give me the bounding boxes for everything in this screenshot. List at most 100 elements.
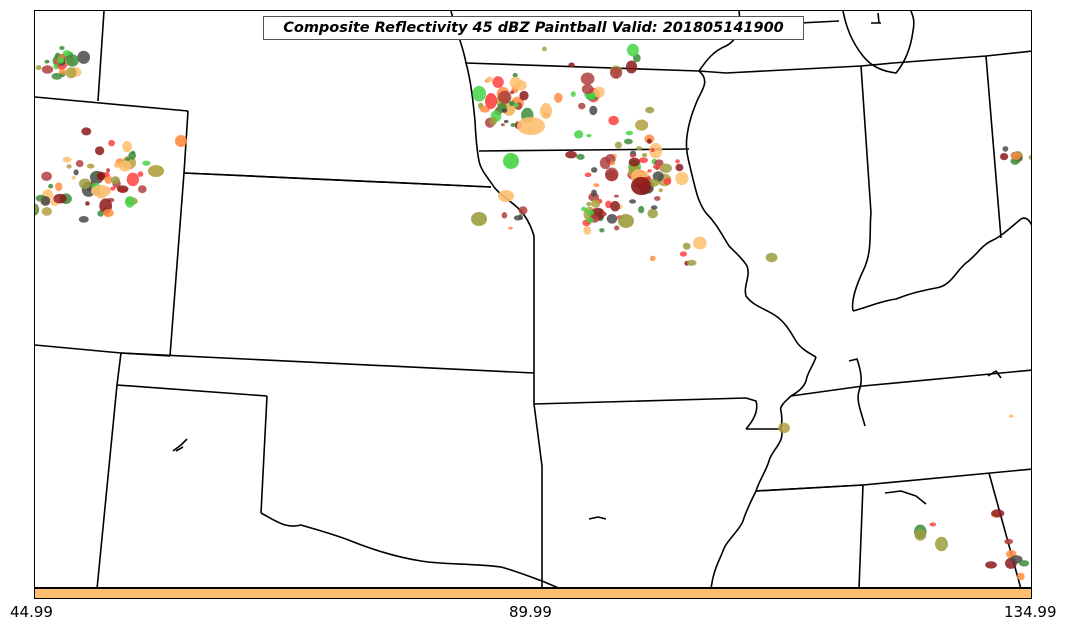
reflectivity-cell: [650, 147, 655, 153]
reflectivity-cell: [53, 197, 61, 203]
boundary-al-ga: [988, 472, 1022, 587]
boundary-mt-wy: [35, 96, 189, 112]
reflectivity-cell: [509, 100, 515, 107]
reflectivity-cell: [78, 216, 89, 223]
reflectivity-cell: [78, 178, 92, 190]
reflectivity-cell: [62, 50, 72, 57]
boundary-il-in: [851, 65, 872, 312]
boundary-wi-il: [698, 65, 862, 74]
boundary-ks-north: [183, 172, 492, 188]
reflectivity-cell: [692, 236, 707, 250]
reflectivity-cell: [929, 522, 937, 527]
reflectivity-cell: [608, 115, 619, 126]
reflectivity-cell: [106, 168, 111, 173]
reflectivity-cell: [778, 422, 790, 434]
reflectivity-cell: [631, 177, 651, 195]
boundary-mn-ia: [465, 62, 700, 72]
reflectivity-cell: [641, 153, 648, 158]
reflectivity-cell: [1016, 572, 1025, 581]
reflectivity-cell: [652, 171, 664, 182]
reflectivity-cell: [1010, 152, 1022, 160]
reflectivity-cell: [509, 76, 522, 89]
reflectivity-cell: [610, 200, 620, 212]
reflectivity-cell: [675, 163, 684, 172]
reflectivity-cell: [614, 194, 619, 198]
reflectivity-cell: [638, 157, 649, 164]
reflectivity-cell: [586, 201, 592, 207]
reflectivity-cell: [500, 123, 505, 127]
reflectivity-cell: [586, 209, 595, 216]
reflectivity-cell: [914, 529, 927, 541]
map-title: Composite Reflectivity 45 dBZ Paintball …: [263, 16, 804, 40]
reflectivity-cell: [565, 150, 577, 159]
reflectivity-cell: [650, 255, 656, 262]
reflectivity-cell: [647, 208, 658, 219]
reflectivity-cell: [1028, 155, 1031, 160]
boundary-mo-ar: [533, 397, 758, 430]
reflectivity-paintball: [35, 43, 1031, 581]
reflectivity-cell: [599, 228, 605, 233]
reflectivity-cell: [116, 185, 129, 193]
reflectivity-cell: [59, 46, 65, 50]
reflectivity-cell: [647, 169, 652, 173]
boundary-id-mt: [97, 11, 105, 102]
boundary-ms-river-mid: [779, 356, 817, 430]
reflectivity-cell: [1000, 153, 1009, 161]
reflectivity-cell: [41, 65, 54, 74]
map-panel: [34, 10, 1032, 588]
colorbar-tick-label: 134.99: [1004, 603, 1057, 621]
reflectivity-cell: [1002, 146, 1009, 152]
reflectivity-cell: [142, 160, 151, 166]
reflectivity-cell: [591, 189, 597, 197]
reflectivity-cell: [765, 252, 778, 263]
boundary-ohio-river: [852, 217, 1031, 312]
reflectivity-cell: [62, 156, 72, 163]
reflectivity-cell: [503, 153, 519, 169]
reflectivity-cell: [66, 54, 79, 67]
reflectivity-cell: [991, 509, 1005, 518]
reflectivity-cell: [501, 108, 508, 113]
boundary-in-oh: [985, 55, 1002, 239]
reflectivity-cell: [554, 92, 563, 103]
reflectivity-cell: [626, 43, 639, 57]
boundary-ok-east: [533, 373, 543, 587]
reflectivity-cell: [540, 103, 552, 119]
lake-alabama-1: [884, 490, 927, 505]
reflectivity-cell: [66, 164, 72, 169]
reflectivity-cell: [108, 139, 115, 147]
reflectivity-cell: [630, 154, 635, 158]
reflectivity-cell: [175, 135, 187, 147]
reflectivity-cell: [75, 160, 84, 168]
boundary-co-south: [120, 352, 535, 374]
reflectivity-cell: [1008, 414, 1014, 418]
reflectivity-cell: [35, 205, 39, 212]
reflectivity-cell: [486, 76, 493, 83]
reflectivity-cell: [85, 201, 90, 206]
reflectivity-cell: [591, 199, 601, 208]
reflectivity-cell: [517, 117, 545, 135]
lake-texas-1: [588, 516, 607, 520]
reflectivity-cell: [636, 146, 643, 151]
reflectivity-cell: [658, 188, 663, 193]
reflectivity-cell: [472, 85, 487, 102]
reflectivity-cell: [48, 183, 54, 189]
reflectivity-cell: [1019, 560, 1030, 567]
boundary-mi-in: [860, 50, 1031, 67]
reflectivity-cell: [471, 212, 487, 226]
reflectivity-cell: [501, 212, 508, 219]
reflectivity-cell: [118, 160, 132, 172]
reflectivity-cell: [71, 175, 76, 180]
reflectivity-cell: [663, 177, 672, 185]
reflectivity-cell: [97, 210, 104, 217]
reflectivity-cell: [73, 169, 79, 176]
boundary-nm-east: [260, 395, 268, 514]
reflectivity-cell: [95, 146, 105, 156]
reflectivity-cell: [51, 72, 63, 80]
reflectivity-cell: [628, 157, 640, 167]
reflectivity-cell: [148, 165, 164, 177]
boundary-nm-west: [96, 352, 122, 587]
reflectivity-cell: [65, 67, 77, 79]
reflectivity-cell: [686, 259, 697, 266]
reflectivity-cell: [654, 159, 664, 166]
reflectivity-cell: [44, 59, 50, 64]
